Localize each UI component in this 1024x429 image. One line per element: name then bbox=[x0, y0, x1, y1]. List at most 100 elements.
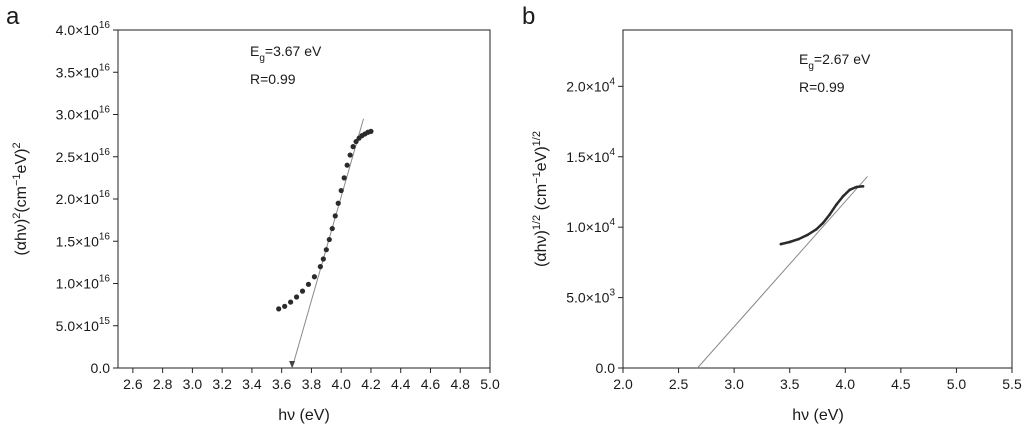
y-tick-exponent: 4 bbox=[609, 76, 615, 87]
x-tick-label: 4.0 bbox=[836, 376, 856, 392]
panel-a-ticks: 2.6 2.8 3.0 3.2 3.4 3.6 3.8 4.0 4.2 4.4 4.6 4.8 5.0 0… bbox=[56, 20, 500, 392]
panel-a-fit-line bbox=[289, 118, 365, 369]
x-tick-label: 4.5 bbox=[891, 376, 911, 392]
x-tick-label: 3.5 bbox=[780, 376, 800, 392]
data-point bbox=[861, 185, 865, 188]
fit-intercept-arrow bbox=[289, 361, 296, 368]
y-tick-label: 0.0 bbox=[91, 360, 111, 376]
panel-b-data-curve bbox=[779, 185, 865, 246]
y-tick-mantissa: 5.0×10 bbox=[566, 290, 609, 306]
y-tick-mantissa: 0.0 bbox=[596, 360, 616, 376]
panel-b-eg-label: Eg=2.67 eV bbox=[799, 51, 871, 72]
panel-b-letter: b bbox=[522, 3, 535, 30]
y-tick-exponent: 4 bbox=[609, 217, 615, 228]
data-point bbox=[815, 227, 818, 231]
x-tick-label: 4.0 bbox=[331, 376, 351, 392]
data-point bbox=[347, 152, 353, 158]
y-tick-exponent: 3 bbox=[609, 288, 615, 299]
data-point bbox=[335, 200, 341, 206]
panel-b-ticks: 2.0 2.5 3.0 3.5 4.0 4.5 5.0 5.5 0.0 5.0×103 1.0×10… bbox=[566, 76, 1022, 392]
panel-a-data-points bbox=[276, 128, 374, 312]
x-tick-label: 2.0 bbox=[613, 376, 633, 392]
y-tick-exponent: 16 bbox=[99, 62, 111, 73]
panel-a-y-axis-label: (αhν)2(cm−1eV)2 bbox=[11, 142, 30, 255]
data-point bbox=[848, 188, 852, 192]
x-tick-label: 2.6 bbox=[123, 376, 143, 392]
x-tick-label: 5.0 bbox=[947, 376, 967, 392]
y-tick-label: 1.5×104 bbox=[566, 147, 615, 165]
y-tick-mantissa: 1.5×10 bbox=[566, 149, 609, 165]
x-tick-label: 5.0 bbox=[480, 376, 500, 392]
data-point bbox=[311, 274, 318, 280]
data-point bbox=[305, 281, 312, 287]
data-point bbox=[835, 203, 838, 206]
y-tick-mantissa: 2.0×10 bbox=[566, 78, 609, 94]
panel-b-fit-line bbox=[697, 176, 868, 369]
y-tick-label: 4.0×1016 bbox=[56, 20, 111, 38]
y-tick-exponent: 16 bbox=[99, 20, 111, 31]
panel-a-eg-label: Eg=3.67 eV bbox=[250, 43, 322, 64]
y-tick-exponent: 15 bbox=[99, 316, 111, 327]
y-tick-label: 3.0×1016 bbox=[56, 105, 111, 123]
x-tick-label: 3.4 bbox=[242, 376, 262, 392]
panel-b-plot-frame bbox=[622, 29, 1013, 369]
data-point bbox=[332, 213, 338, 219]
y-tick-exponent: 16 bbox=[99, 105, 111, 116]
y-tick-label: 2.0×104 bbox=[566, 76, 615, 94]
y-tick-mantissa: 4.0×10 bbox=[56, 22, 99, 38]
x-tick-label: 3.0 bbox=[183, 376, 203, 392]
panel-a-chart: a 2.6 2.8 3.0 3.2 3.4 3.6 3.8 4.0 4.2 4.4 4.6 4.8 5.… bbox=[6, 3, 500, 424]
x-tick-label: 4.8 bbox=[451, 376, 471, 392]
linear-fit-line bbox=[291, 118, 365, 369]
data-point bbox=[338, 187, 344, 194]
y-tick-mantissa: 3.0×10 bbox=[56, 107, 99, 123]
x-tick-label: 4.4 bbox=[391, 376, 411, 392]
data-point bbox=[797, 237, 800, 241]
y-tick-label: 5.0×103 bbox=[566, 288, 615, 306]
panel-a-x-axis-label: hν (eV) bbox=[278, 407, 330, 424]
data-point bbox=[323, 247, 329, 253]
data-point bbox=[353, 138, 359, 145]
x-tick-label: 5.5 bbox=[1002, 376, 1022, 392]
y-tick-mantissa: 2.0×10 bbox=[56, 191, 99, 207]
y-tick-label: 5.0×1015 bbox=[56, 316, 111, 334]
data-point bbox=[299, 288, 306, 294]
y-tick-label: 2.5×1016 bbox=[56, 147, 111, 165]
x-tick-label: 4.6 bbox=[421, 376, 441, 392]
panel-a-annotation: Eg=3.67 eV R=0.99 bbox=[250, 43, 322, 87]
data-point bbox=[806, 233, 809, 237]
x-tick-label: 3.6 bbox=[272, 376, 292, 392]
data-point bbox=[368, 128, 374, 134]
panel-b-y-axis-label: (αhν)1/2 (cm−1eV)1/2 bbox=[531, 131, 550, 267]
panel-a-letter: a bbox=[6, 3, 20, 30]
data-point bbox=[788, 240, 792, 244]
panel-a-r-label: R=0.99 bbox=[250, 71, 296, 87]
y-tick-mantissa: 3.5×10 bbox=[56, 64, 99, 80]
y-tick-label: 1.5×1016 bbox=[56, 231, 111, 249]
data-point bbox=[317, 264, 323, 270]
y-tick-exponent: 16 bbox=[99, 231, 111, 242]
linear-fit-line bbox=[697, 176, 868, 369]
y-tick-mantissa: 1.0×10 bbox=[566, 219, 609, 235]
y-tick-label: 2.0×1016 bbox=[56, 189, 111, 207]
panel-b-r-label: R=0.99 bbox=[799, 79, 845, 95]
data-point bbox=[821, 221, 825, 225]
data-point bbox=[288, 299, 294, 305]
panel-b-x-axis-label: hν (eV) bbox=[792, 407, 844, 424]
data-point bbox=[779, 242, 783, 246]
x-tick-label: 2.8 bbox=[153, 376, 173, 392]
panel-b-chart: b 2.0 2.5 3.0 3.5 4.0 4.5 5.0 5.5 0.0 5.0×103 1.0×… bbox=[522, 3, 1022, 424]
y-tick-mantissa: 0.0 bbox=[91, 360, 111, 376]
y-tick-mantissa: 1.0×10 bbox=[56, 276, 99, 292]
y-tick-label: 1.0×1016 bbox=[56, 274, 111, 292]
data-point bbox=[344, 162, 350, 168]
y-tick-mantissa: 5.0×10 bbox=[56, 318, 99, 334]
data-point bbox=[320, 256, 326, 262]
panel-a-plot-frame bbox=[117, 29, 491, 369]
x-tick-label: 3.8 bbox=[302, 376, 322, 392]
x-tick-label: 3.0 bbox=[724, 376, 744, 392]
data-point bbox=[841, 194, 845, 198]
y-tick-exponent: 16 bbox=[99, 274, 111, 285]
data-point bbox=[350, 144, 356, 150]
data-point bbox=[282, 303, 288, 309]
